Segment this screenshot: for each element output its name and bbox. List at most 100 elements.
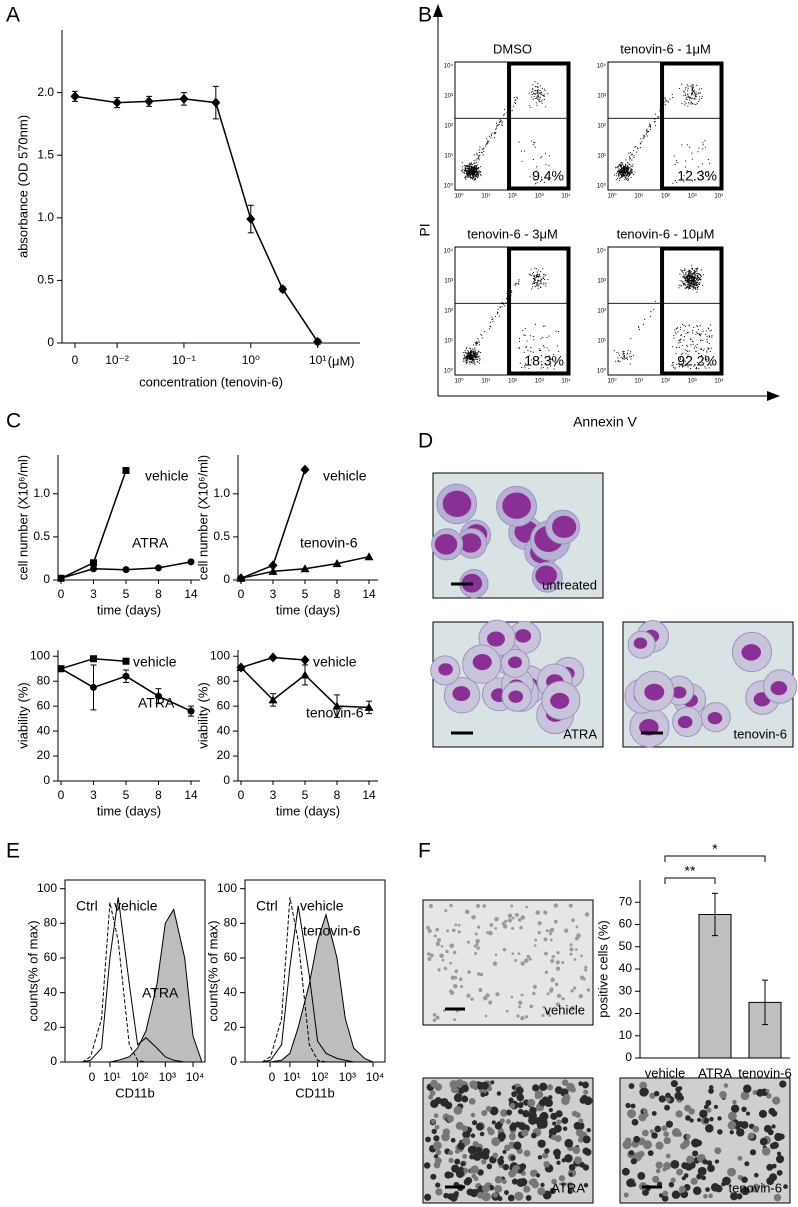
event-dot (469, 175, 471, 177)
event-dot (696, 347, 698, 349)
event-dot (502, 303, 504, 305)
y-tick-label: 20 (37, 748, 51, 762)
event-dot (626, 171, 628, 173)
cell-nucleus (741, 644, 761, 661)
y-tick-label: 0 (50, 1054, 57, 1068)
y-tick-label: 60 (619, 917, 633, 931)
event-dot (629, 173, 631, 175)
event-dot (467, 176, 469, 178)
event-dot (678, 342, 680, 344)
cell (452, 928, 456, 933)
marker (57, 574, 65, 582)
event-dot (543, 88, 545, 90)
event-dot (472, 363, 474, 365)
flow-x-tick-label: 10¹ (634, 379, 643, 385)
cell (767, 1129, 774, 1136)
cell (517, 1102, 524, 1109)
event-dot (613, 350, 615, 352)
event-dot (474, 347, 476, 349)
cell (437, 968, 441, 972)
event-dot (534, 81, 536, 83)
cell (586, 1127, 591, 1133)
event-dot (653, 121, 655, 123)
cell (511, 1085, 516, 1090)
y-tick-label: 0.5 (33, 529, 50, 543)
event-dot (681, 103, 683, 105)
event-dot (684, 93, 686, 95)
event-dot (686, 96, 688, 98)
event-dot (540, 287, 542, 289)
event-dot (466, 347, 468, 349)
event-dot (532, 176, 534, 178)
event-dot (528, 355, 530, 357)
event-dot (472, 356, 474, 358)
event-dot (531, 96, 533, 98)
event-dot (649, 125, 651, 127)
cells (426, 903, 591, 1022)
event-dot (477, 168, 479, 170)
event-dot (540, 349, 542, 351)
event-dot (472, 173, 474, 175)
cell (446, 1115, 454, 1123)
event-dot (688, 288, 690, 290)
event-dot (514, 101, 516, 103)
cell (537, 921, 542, 926)
event-dot (683, 282, 685, 284)
cell (573, 986, 577, 990)
event-dot (705, 146, 707, 148)
y-tick-label: 60 (37, 698, 51, 712)
cell (768, 1107, 776, 1115)
event-dot (699, 98, 701, 100)
event-dot (701, 97, 703, 99)
event-dot (503, 108, 505, 110)
event-dot (467, 355, 469, 357)
event-dot (691, 284, 693, 286)
event-dot (689, 285, 691, 287)
flow-title: DMSO (493, 41, 532, 56)
event-dot (554, 362, 556, 364)
event-dot (686, 84, 688, 86)
flow-x-tick-label: 10³ (688, 194, 697, 200)
event-dot (514, 99, 516, 101)
event-dot (681, 144, 683, 146)
event-dot (679, 338, 681, 340)
cell (555, 1110, 563, 1118)
event-dot (650, 311, 652, 313)
event-dot (693, 278, 695, 280)
event-dot (539, 274, 541, 276)
event-dot (685, 280, 687, 282)
event-dot (688, 285, 690, 287)
event-dot (626, 352, 628, 354)
event-dot (697, 276, 699, 278)
event-dot (698, 283, 700, 285)
cell (548, 932, 552, 936)
event-dot (463, 354, 465, 356)
event-dot (627, 172, 629, 174)
cell (555, 960, 560, 965)
y-tick-label: 0 (223, 773, 230, 787)
event-dot (475, 159, 477, 161)
event-dot (693, 285, 695, 287)
cell (741, 1106, 747, 1112)
event-dot (628, 175, 630, 177)
event-dot (620, 163, 622, 165)
marker (179, 93, 189, 104)
event-dot (646, 128, 648, 130)
event-dot (626, 169, 628, 171)
cell (531, 1132, 537, 1139)
event-dot (538, 269, 540, 271)
event-dot (474, 169, 476, 171)
event-dot (684, 349, 686, 351)
marker (364, 552, 374, 561)
event-dot (472, 171, 474, 173)
gate (660, 246, 724, 376)
event-dot (679, 329, 681, 331)
cell (458, 977, 463, 982)
cell (514, 1191, 524, 1201)
cell (568, 1163, 576, 1171)
event-dot (476, 161, 478, 163)
cell (430, 1079, 438, 1088)
cell (452, 950, 457, 955)
event-dot (702, 142, 704, 144)
event-dot (627, 172, 629, 174)
